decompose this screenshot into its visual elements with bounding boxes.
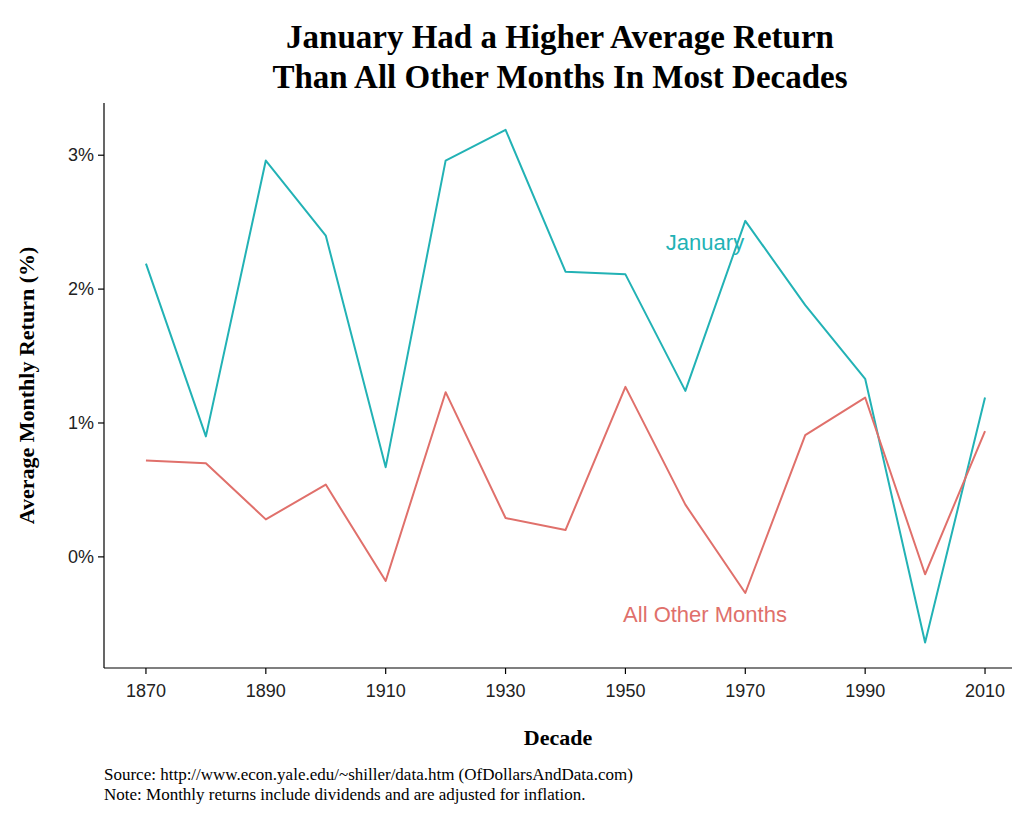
y-axis-line [103,103,104,668]
y-tick [98,556,104,557]
x-tick [745,668,746,674]
x-tick-label: 1910 [366,681,406,701]
x-axis-label: Decade [524,725,593,750]
series-label: All Other Months [623,602,787,627]
x-tick-label: 1990 [845,681,885,701]
series-line [146,130,985,643]
x-tick [865,668,866,674]
x-tick-label: 2010 [965,681,1005,701]
background [0,0,1024,819]
y-axis-label: Average Monthly Return (%) [14,247,39,525]
y-tick-label: 3% [68,145,94,165]
x-tick-label: 1950 [605,681,645,701]
y-tick-label: 2% [68,279,94,299]
note: Note: Monthly returns include dividends … [104,785,586,804]
x-tick-label: 1890 [246,681,286,701]
plot-area [146,130,985,643]
y-tick-label: 1% [68,413,94,433]
y-tick-label: 0% [68,547,94,567]
y-tick [98,422,104,423]
series-line [146,387,985,593]
x-tick [625,668,626,674]
x-tick [385,668,386,674]
x-axis-line [104,667,1012,668]
x-tick [984,668,985,674]
x-tick-label: 1970 [725,681,765,701]
x-tick [265,668,266,674]
title-line: January Had a Higher Average Return [286,19,834,55]
title: January Had a Higher Average Return Than … [272,19,847,95]
x-tick-label: 1870 [126,681,166,701]
chart: January Had a Higher Average Return Than … [0,0,1024,819]
series-label: January [666,230,744,255]
y-tick [98,289,104,290]
title-line: Than All Other Months In Most Decades [272,59,847,95]
source: Source: http://www.econ.yale.edu/~shille… [104,765,633,784]
y-tick [98,155,104,156]
x-tick-label: 1930 [486,681,526,701]
x-tick [505,668,506,674]
x-tick [145,668,146,674]
